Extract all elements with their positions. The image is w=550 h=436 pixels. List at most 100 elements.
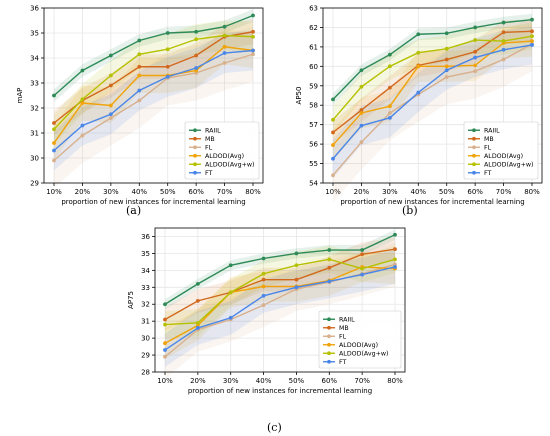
data-point	[163, 348, 167, 352]
y-tick-label: 32	[30, 105, 39, 113]
data-point	[52, 121, 56, 125]
y-tick-label: 60	[309, 63, 318, 71]
uncertainty-band	[54, 26, 253, 188]
data-point	[108, 73, 113, 78]
data-point	[194, 29, 199, 34]
y-tick-label: 32	[141, 301, 150, 309]
data-point	[359, 123, 364, 128]
data-point	[387, 85, 392, 90]
data-point	[165, 47, 170, 52]
x-tick-label: 20%	[190, 377, 206, 385]
data-point	[52, 141, 56, 145]
data-point	[52, 148, 56, 153]
y-tick-label: 59	[309, 82, 318, 90]
series-line	[332, 30, 533, 133]
legend-label: FL	[339, 334, 347, 341]
data-point	[444, 46, 449, 51]
data-point	[195, 282, 200, 286]
data-point	[294, 263, 299, 268]
data-point	[387, 115, 392, 120]
data-point	[444, 31, 449, 36]
series-line	[164, 266, 396, 351]
y-tick-label: 54	[309, 180, 318, 188]
data-point	[501, 30, 506, 35]
series-line	[332, 44, 533, 160]
legend-label: RAIIL	[339, 317, 355, 324]
chart-panel-1: 29 30 31 32 33 34 35 36 10% 20% 30% 40% 50% 60% 70% 80%…	[16, 5, 264, 206]
legend-label: FL	[484, 145, 492, 152]
x-axis-label: proportion of new instances for incremen…	[61, 198, 245, 206]
data-point	[473, 25, 478, 30]
legend-marker	[193, 128, 197, 133]
data-point	[108, 103, 113, 108]
data-point	[393, 247, 397, 252]
legend-label: ALDOD(Avg)	[205, 153, 244, 160]
data-point	[444, 68, 449, 73]
y-tick-label: 35	[30, 30, 39, 38]
data-point	[163, 354, 167, 359]
data-point	[331, 130, 335, 135]
y-tick-label: 36	[30, 5, 39, 13]
data-point	[387, 52, 392, 57]
y-tick-label: 29	[141, 352, 150, 360]
x-tick-label: 40%	[411, 188, 427, 196]
data-point	[416, 32, 421, 37]
data-point	[163, 341, 167, 346]
legend-label: FL	[205, 145, 213, 152]
legend-marker	[327, 334, 331, 339]
data-point	[359, 108, 364, 112]
uncertainty-band	[333, 16, 532, 203]
data-point	[294, 277, 299, 282]
data-point	[393, 232, 397, 237]
data-point	[416, 90, 421, 95]
series-line	[332, 18, 533, 100]
data-point	[261, 284, 266, 289]
x-tick-label: 60%	[322, 377, 338, 385]
y-tick-label: 61	[309, 43, 318, 51]
legend-label: FT	[205, 170, 213, 177]
data-point	[327, 265, 332, 270]
legend-box	[463, 121, 539, 180]
data-point	[473, 49, 478, 54]
y-tick-label: 57	[309, 121, 318, 129]
x-tick-label: 30%	[103, 188, 119, 196]
data-point	[331, 156, 335, 161]
data-point	[222, 24, 227, 29]
data-point	[444, 75, 449, 79]
data-point	[80, 68, 85, 73]
x-tick-label: 30%	[223, 377, 239, 385]
data-point	[327, 248, 332, 252]
y-tick-label: 56	[309, 141, 318, 149]
x-tick-label: 80%	[387, 377, 403, 385]
uncertainty-band	[165, 237, 395, 332]
data-point	[251, 48, 255, 53]
data-point	[195, 326, 200, 330]
series-line	[164, 248, 396, 321]
data-point	[473, 69, 478, 74]
data-point	[327, 257, 332, 262]
data-point	[137, 52, 142, 57]
x-tick-label: 20%	[354, 188, 370, 196]
x-tick-label: 70%	[217, 188, 233, 196]
data-point	[387, 64, 392, 69]
uncertainty-band	[54, 29, 253, 161]
data-point	[194, 37, 199, 42]
data-point	[294, 251, 299, 256]
data-point	[294, 285, 299, 290]
series-line	[53, 49, 254, 152]
data-point	[251, 52, 255, 57]
data-point	[228, 263, 233, 268]
data-point	[80, 97, 85, 102]
data-point	[261, 271, 266, 276]
y-tick-label: 58	[309, 102, 318, 110]
y-tick-label: 28	[141, 369, 150, 377]
series-line	[164, 258, 396, 326]
x-tick-label: 30%	[382, 188, 398, 196]
plot-frame	[43, 7, 264, 184]
y-axis-label: AP50	[295, 87, 303, 105]
data-point	[80, 101, 85, 105]
data-point	[163, 317, 167, 322]
